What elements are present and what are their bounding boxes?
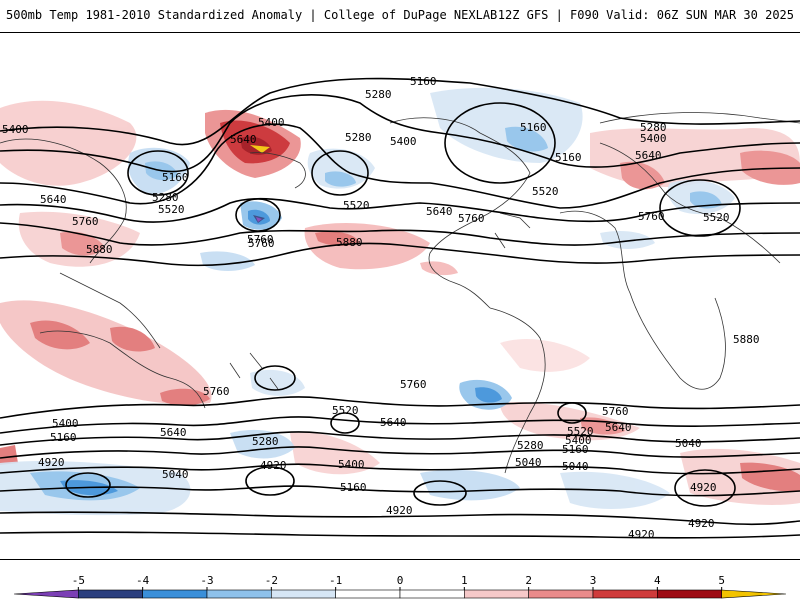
colorbar-tick-label: 3 [590,574,597,587]
contour-label: 5280 [345,131,372,144]
contour-label: 4920 [688,517,715,530]
contour-label: 5040 [562,460,589,473]
contour-label: 5760 [248,237,275,250]
colorbar-swatch [657,589,722,599]
contour-label: 5640 [230,133,257,146]
colorbar-tick-label: -3 [200,574,213,587]
contour-label: 4920 [386,504,413,517]
contour-label: 5160 [562,443,589,456]
contour-label: 5400 [640,132,667,145]
colorbar-swatch [206,589,272,599]
colorbar-tick-label: 2 [525,574,532,587]
colorbar-swatch [399,589,465,599]
colorbar-swatch [142,589,208,599]
colorbar-swatch [13,589,79,599]
contour-label: 5520 [567,425,594,438]
colorbar-tick-label: -5 [72,574,85,587]
contour-label: 5640 [426,205,453,218]
contour-label: 5400 [565,434,592,447]
colorbar-swatch [721,589,787,599]
map-panel[interactable]: 5160 5280 5400 5640 5280 5400 5160 5160 … [0,32,800,560]
map-svg: 5160 5280 5400 5640 5280 5400 5160 5160 … [0,75,800,541]
contour-label: 5280 [640,121,667,134]
contour-label: 5760 [602,405,629,418]
contour-label: 5520 [532,185,559,198]
contour-label: 4920 [260,459,287,472]
colorbar-tick-label: -2 [265,574,278,587]
contour-label: 5640 [160,426,187,439]
colorbar-tick-label: 0 [397,574,404,587]
contour-label: 5400 [2,123,29,136]
contour-label: 5520 [703,211,730,224]
contour-label: 5880 [733,333,760,346]
contour-label: 5280 [252,435,279,448]
contour-label: 5040 [675,437,702,450]
contour-label: 5160 [50,431,77,444]
contour-label: 5640 [380,416,407,429]
colorbar-tick-label: 4 [654,574,661,587]
contour-label: 5880 [86,243,113,256]
colorbar-legend: -5 -4 -3 -2 -1 0 1 2 3 4 5 [0,560,800,600]
contour-label: 5280 [365,88,392,101]
contour-label: 5040 [515,456,542,469]
contour-label: 5280 [517,439,544,452]
contour-label: 5760 [458,212,485,225]
colorbar-swatch [78,589,143,599]
contour-label: 4920 [628,528,655,541]
contour-label: 5760 [72,215,99,228]
colorbar-swatch [528,589,594,599]
contour-label: 4920 [38,456,65,469]
contour-label: 5160 [340,481,367,494]
coastlines [0,112,800,474]
contour-label: 5640 [40,193,67,206]
contour-label: 5040 [162,468,189,481]
colorbar-tick-label: -1 [329,574,342,587]
contour-label-group: 5160 5280 5400 5640 5280 5400 5160 5160 … [2,75,760,541]
warm-anomaly-fill [0,100,800,505]
colorbar-swatch [271,589,336,599]
header-bar: 500mb Temp 1981-2010 Standardized Anomal… [0,0,800,30]
product-title: 500mb Temp 1981-2010 Standardized Anomal… [6,8,498,22]
contour-label: 5400 [338,458,365,471]
contour-label: 4920 [690,481,717,494]
contour-label: 5760 [638,210,665,223]
colorbar-tick-label: 1 [461,574,468,587]
colorbar-tick-label: 5 [718,574,725,587]
colorbar-svg: -5 -4 -3 -2 -1 0 1 2 3 4 5 [13,574,787,599]
contour-label: 5640 [635,149,662,162]
contour-label: 5160 [555,151,582,164]
contour-label: 5160 [520,121,547,134]
height-contours [0,77,800,539]
contour-label: 5880 [336,236,363,249]
contour-label: 5760 [247,233,274,246]
contour-label: 5400 [258,116,285,129]
contour-label: 5160 [162,171,189,184]
colorbar-swatch [464,589,529,599]
contour-label: 5520 [332,404,359,417]
contour-label: 5400 [52,417,79,430]
contour-label: 5400 [390,135,417,148]
contour-label: 5160 [410,75,437,88]
contour-label: 5640 [605,421,632,434]
colorbar-swatch [335,589,401,599]
colorbar-tick-label: -4 [136,574,150,587]
contour-label: 5760 [400,378,427,391]
contour-label: 5760 [203,385,230,398]
contour-label: 5520 [343,199,370,212]
model-valid-time: 12Z GFS | F090 Valid: 06Z SUN MAR 30 202… [497,8,794,22]
colorbar-swatch [592,589,658,599]
contour-label: 5520 [158,203,185,216]
contour-label: 5280 [152,191,179,204]
